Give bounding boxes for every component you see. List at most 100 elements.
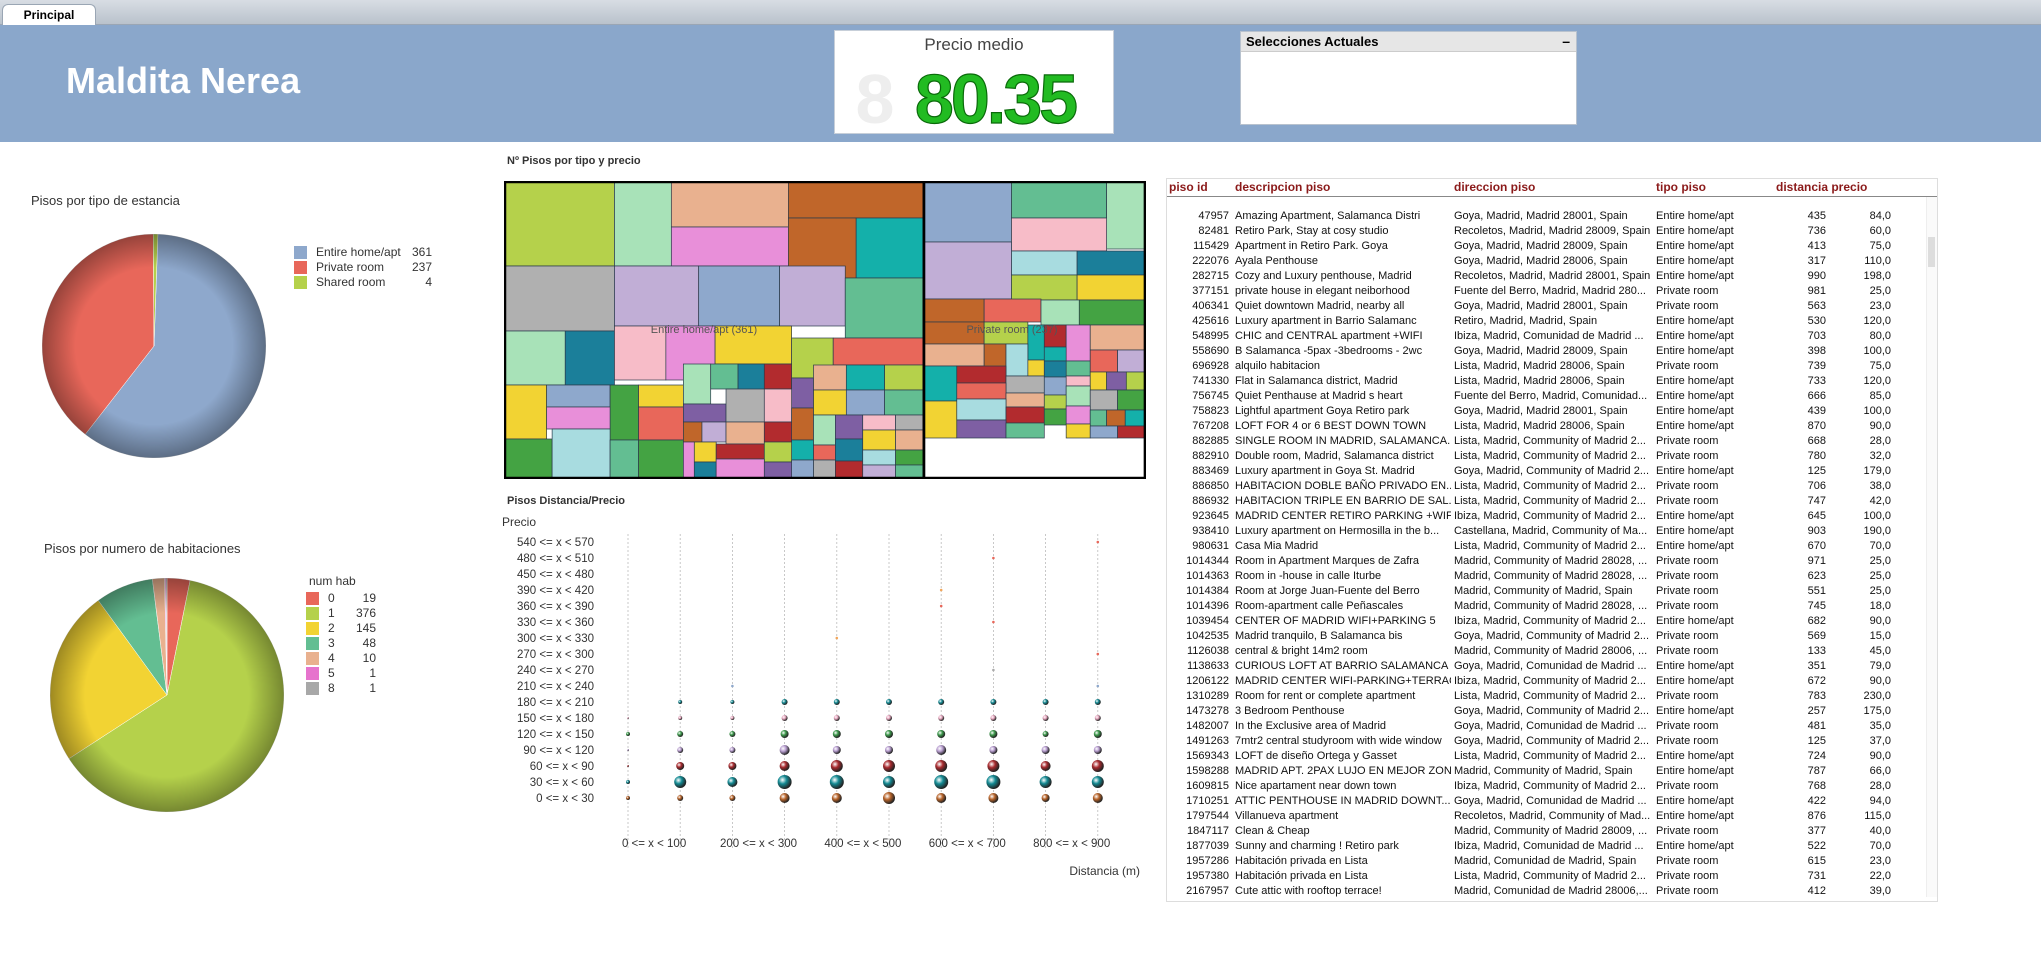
treemap-cell[interactable] [923, 400, 958, 439]
scatter-bubble[interactable] [626, 732, 630, 736]
scatter-bubble[interactable] [937, 730, 946, 738]
table-row[interactable]: 1310289 Room for rent or complete apartme… [1167, 689, 1927, 704]
scatter-bubble[interactable] [883, 760, 895, 772]
treemap-cell[interactable] [1089, 371, 1107, 391]
treemap-cell[interactable] [698, 265, 780, 327]
treemap-cell[interactable] [763, 441, 792, 463]
treemap-cell[interactable] [670, 181, 789, 228]
scatter-bubble[interactable] [727, 777, 738, 787]
scatter-bubble[interactable] [780, 730, 789, 738]
scatter-bubble[interactable] [992, 620, 995, 624]
treemap-cell[interactable] [1076, 250, 1146, 276]
scatter-bubble[interactable] [833, 715, 840, 721]
treemap-cell[interactable] [504, 330, 566, 386]
treemap-cell[interactable] [845, 364, 885, 391]
col-descripcion[interactable]: descripcion piso [1235, 180, 1331, 194]
table-row[interactable]: 1598288 MADRID APT. 2PAX LUJO EN MEJOR ZO… [1167, 764, 1927, 779]
scatter-bubble[interactable] [729, 747, 736, 753]
treemap-cell[interactable] [1005, 422, 1045, 439]
treemap-cell[interactable] [1089, 425, 1118, 439]
table-row[interactable]: 883469 Luxury apartment in Goya St. Madri… [1167, 464, 1927, 479]
treemap-cell[interactable] [683, 403, 727, 423]
treemap-cell[interactable] [1043, 376, 1067, 396]
treemap-cell[interactable] [1005, 392, 1045, 408]
treemap-cell[interactable] [763, 363, 792, 390]
treemap-cell[interactable] [670, 226, 789, 267]
scatter-bubble[interactable] [729, 731, 736, 737]
table-row[interactable]: 1957380 Habitación privada en Lista Lista,… [1167, 869, 1927, 884]
table-row[interactable]: 1138633 CURIOUS LOFT AT BARRIO SALAMANCA G… [1167, 659, 1927, 674]
scatter-bubble[interactable] [627, 717, 629, 719]
treemap-cell[interactable] [1043, 346, 1067, 362]
treemap-cell[interactable] [504, 181, 615, 267]
scatter-bubble[interactable] [626, 796, 630, 800]
legend-item[interactable]: 1 376 [306, 606, 396, 621]
treemap-cell[interactable] [835, 460, 864, 479]
kpi-precio-medio[interactable]: Precio medio 8 80.35 [834, 30, 1114, 134]
table-row[interactable]: 82481 Retiro Park, Stay at cosy studio Rec… [1167, 224, 1927, 239]
treemap-cell[interactable] [1005, 343, 1029, 377]
table-row[interactable]: 1482007 In the Exclusive area of Madrid Go… [1167, 719, 1927, 734]
treemap-cell[interactable] [923, 298, 985, 323]
table-row[interactable]: 741330 Flat in Salamanca district, Madrid… [1167, 374, 1927, 389]
treemap-cell[interactable] [1076, 274, 1146, 301]
treemap-cell[interactable] [895, 449, 924, 466]
treemap-cell[interactable] [1040, 299, 1080, 326]
table-row[interactable]: 558690 B Salamanca -5pax -3bedrooms - 2wc… [1167, 344, 1927, 359]
scatter-bubble[interactable] [678, 716, 683, 720]
scatter-bubble[interactable] [1041, 746, 1050, 754]
treemap-cell[interactable] [813, 414, 836, 446]
treemap-cell[interactable] [895, 429, 924, 451]
scatter-bubble[interactable] [781, 699, 788, 705]
table-row[interactable]: 425616 Luxury apartment in Barrio Salaman… [1167, 314, 1927, 329]
scatter-bubble[interactable] [831, 793, 842, 803]
scatter-bubble[interactable] [779, 793, 790, 803]
table-row[interactable]: 406341 Quiet downtown Madrid, nearby all G… [1167, 299, 1927, 314]
scatter-bubble[interactable] [988, 793, 999, 803]
treemap-cell[interactable] [1065, 375, 1091, 387]
scatter-bubble[interactable] [938, 715, 945, 721]
treemap-cell[interactable] [1011, 250, 1078, 276]
scatter-bubble[interactable] [829, 775, 844, 789]
treemap-cell[interactable] [763, 388, 792, 423]
scatter-bubble[interactable] [1040, 761, 1051, 771]
treemap-cell[interactable] [1043, 360, 1067, 378]
scatter-bubble[interactable] [1094, 715, 1101, 721]
treemap-cell[interactable] [638, 384, 684, 408]
treemap-cell[interactable] [956, 382, 1007, 400]
table-row[interactable]: 882885 SINGLE ROOM IN MADRID, SALAMANCA..… [1167, 434, 1927, 449]
scatter-bubble[interactable] [676, 762, 685, 770]
scatter-bubble[interactable] [989, 730, 998, 738]
treemap-cell[interactable] [1065, 385, 1091, 407]
table-row[interactable]: 222076 Ayala Penthouse Goya, Madrid, Madri… [1167, 254, 1927, 269]
treemap-cell[interactable] [1125, 371, 1146, 391]
treemap-cell[interactable] [1106, 181, 1146, 250]
table-row[interactable]: 1710251 ATTIC PENTHOUSE IN MADRID DOWNT..… [1167, 794, 1927, 809]
treemap-cell[interactable] [710, 363, 739, 390]
treemap-cell[interactable] [835, 414, 864, 440]
treemap-cell[interactable] [813, 459, 836, 479]
treemap-cell[interactable] [1005, 406, 1045, 424]
treemap-cell[interactable] [791, 459, 814, 479]
scatter-bubble[interactable] [1093, 730, 1102, 738]
treemap-cell[interactable] [923, 241, 1012, 300]
scatter-distancia-precio[interactable]: Precio 540 <= x < 570 480 <= x < 510 450 <=… [496, 512, 1156, 882]
treemap-cell[interactable] [763, 421, 792, 443]
scatter-bubble[interactable] [885, 730, 893, 738]
treemap-cell[interactable] [1065, 324, 1091, 362]
tab-principal[interactable]: Principal [2, 4, 96, 25]
treemap-cell[interactable] [835, 438, 864, 462]
treemap-cell[interactable] [614, 265, 700, 327]
scatter-bubble[interactable] [626, 780, 630, 784]
scatter-bubble[interactable] [1093, 746, 1102, 754]
scatter-bubble[interactable] [779, 745, 790, 755]
scatter-bubble[interactable] [987, 760, 1000, 772]
treemap-cell[interactable] [1011, 181, 1107, 219]
treemap-cell[interactable] [1011, 274, 1078, 301]
scatter-bubble[interactable] [936, 745, 947, 755]
treemap-cell[interactable] [1078, 299, 1146, 326]
treemap-cell[interactable] [546, 384, 611, 408]
legend-item[interactable]: Entire home/apt 361 [294, 245, 444, 260]
table-row[interactable]: 886932 HABITACION TRIPLE EN BARRIO DE SAL… [1167, 494, 1927, 509]
